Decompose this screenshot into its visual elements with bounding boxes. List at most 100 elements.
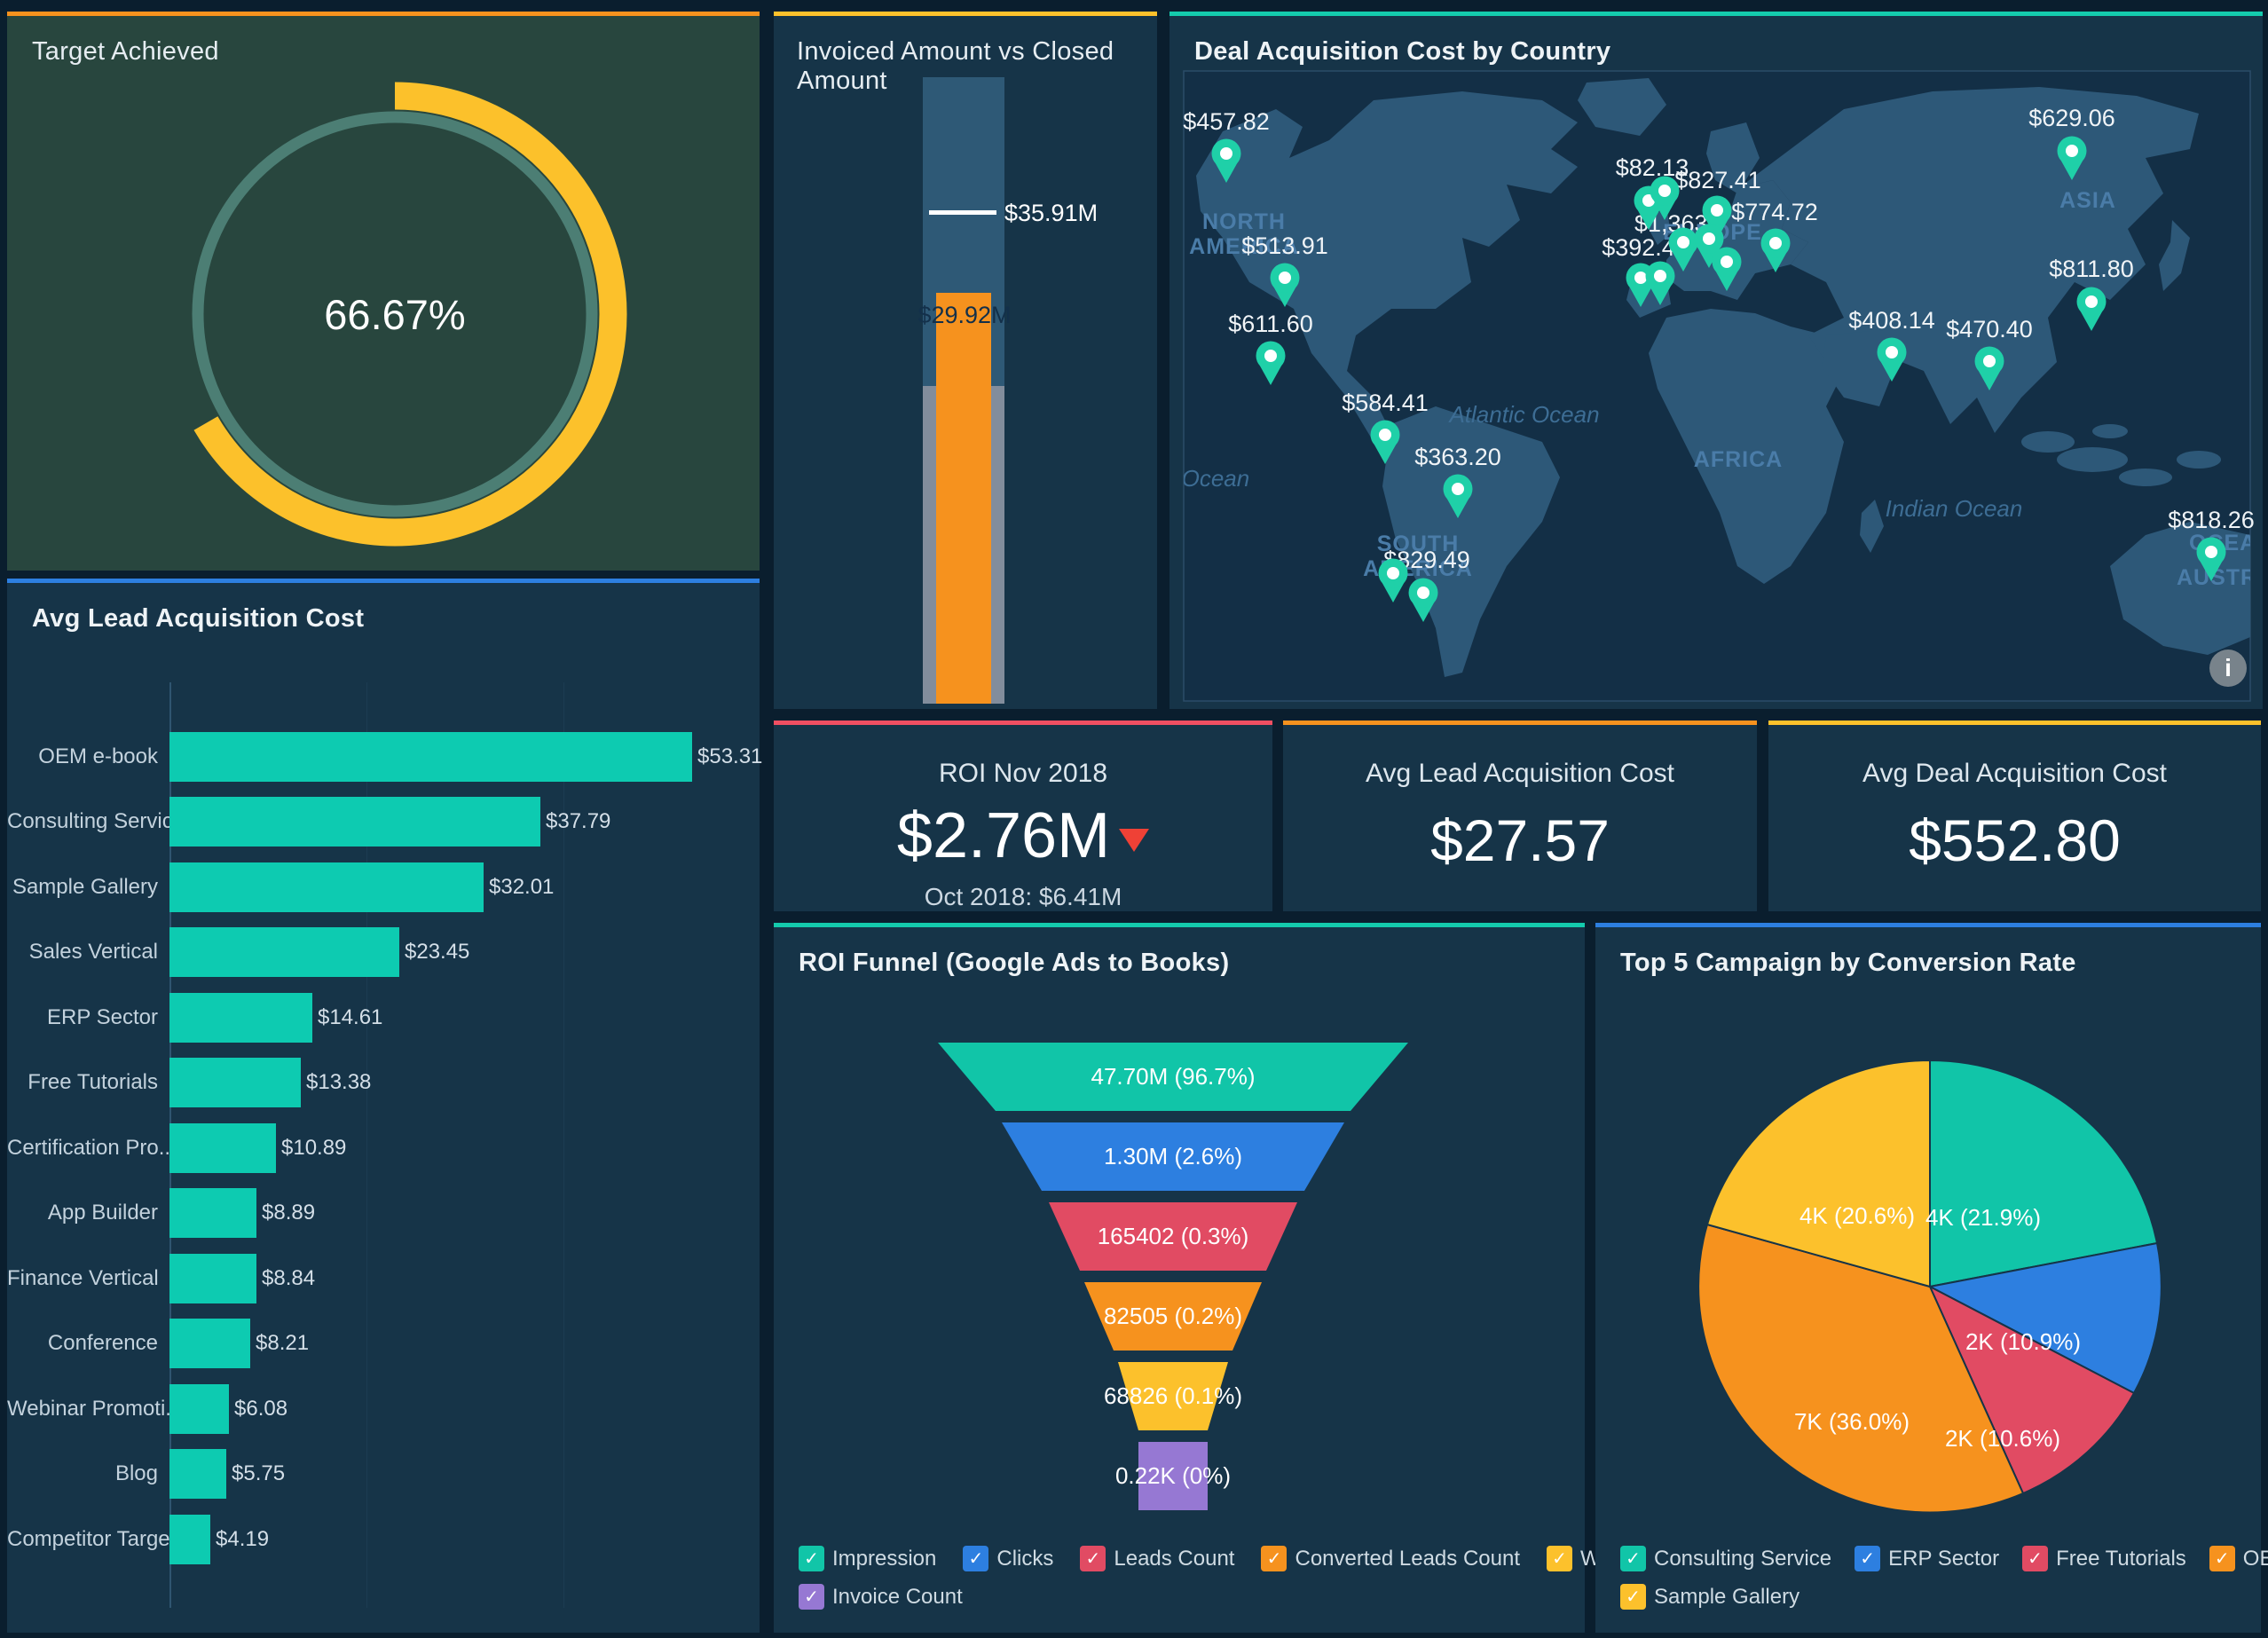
pin-value-label: $513.91 — [1241, 232, 1328, 259]
legend-item[interactable]: OEM e-book — [2209, 1546, 2268, 1571]
legend-item[interactable]: Invoice Count — [799, 1584, 963, 1610]
category-label: Conference — [47, 1331, 158, 1355]
category-label: Certification Pro.. — [7, 1136, 171, 1160]
pie-slice-consulting-service[interactable] — [1929, 1059, 2159, 1288]
pin-value-label: $82.13 — [1616, 154, 1689, 181]
legend-item[interactable]: Impression — [799, 1546, 936, 1571]
pie-slice-label: 4K (20.6%) — [1799, 1202, 1915, 1229]
legend-item[interactable]: Converted Leads Count — [1261, 1546, 1520, 1571]
pie-slice-label: 4K (21.9%) — [1925, 1204, 2041, 1231]
land-south-america — [1382, 406, 1560, 677]
pin-value-label: $408.14 — [1848, 307, 1935, 334]
checkbox-checked-icon — [799, 1584, 824, 1610]
pin-value-label: $457.82 — [1183, 108, 1270, 135]
legend-item[interactable]: Clicks — [963, 1546, 1053, 1571]
land-scandinavia — [1706, 122, 1760, 193]
map-pin[interactable] — [1668, 227, 1698, 272]
bullet-target-line[interactable] — [929, 210, 996, 215]
gauge-value-arc[interactable] — [162, 82, 627, 547]
kpi-title: Avg Lead Acquisition Cost — [1365, 759, 1674, 788]
pie-slice-free-tutorials[interactable] — [1927, 1284, 2136, 1495]
funnel-stage-invoice[interactable] — [1138, 1442, 1208, 1510]
pie-slice-oem-ebook[interactable] — [1697, 1223, 2025, 1514]
map-pin[interactable] — [1974, 346, 2004, 391]
kpi-title: Avg Deal Acquisition Cost — [1862, 759, 2167, 788]
pie-slice-erp-sector[interactable] — [1926, 1241, 2162, 1395]
legend-item[interactable]: Sample Gallery — [1620, 1584, 1799, 1610]
category-label: Competitor Targe.. — [7, 1527, 182, 1551]
legend-item[interactable]: Free Tutorials — [2022, 1546, 2186, 1571]
map-pin[interactable] — [1645, 261, 1675, 306]
map-pin[interactable] — [1877, 337, 1907, 382]
bullet-actual-bar[interactable] — [936, 293, 991, 704]
bar[interactable] — [169, 797, 540, 847]
pin-value-label: $629.06 — [2028, 105, 2115, 131]
map-landmasses — [1196, 78, 2250, 677]
continent-label: AFRICA — [1694, 447, 1783, 472]
value-label: $8.21 — [256, 1331, 310, 1355]
bar[interactable] — [169, 1188, 256, 1238]
bar[interactable] — [169, 927, 399, 977]
checkbox-checked-icon — [963, 1546, 989, 1571]
info-icon[interactable]: i — [2209, 650, 2247, 687]
bar[interactable] — [169, 1123, 276, 1173]
bar[interactable] — [169, 862, 484, 912]
kpi-card-avg-deal-cost: Avg Deal Acquisition Cost $552.80 — [1768, 721, 2261, 911]
map-pin[interactable] — [2196, 537, 2226, 582]
bar-row: Sales Vertical $23.45 — [7, 927, 760, 977]
map-pin[interactable] — [1712, 247, 1742, 292]
bar-row: App Builder $8.89 — [7, 1188, 760, 1238]
pin-value-label: $611.60 — [1228, 311, 1313, 337]
bar[interactable] — [169, 1449, 226, 1499]
map-pin[interactable] — [1408, 578, 1438, 623]
continent-label: AUSTRALIA — [2177, 565, 2263, 590]
bar-row: Free Tutorials $13.38 — [7, 1058, 760, 1107]
ocean-label: Atlantic Ocean — [1447, 401, 1599, 428]
funnel-stage-leads[interactable] — [1049, 1202, 1297, 1271]
category-label: App Builder — [47, 1201, 158, 1225]
category-label: Sample Gallery — [12, 875, 158, 899]
map-pin[interactable] — [1270, 263, 1300, 308]
funnel-stage-impression[interactable] — [938, 1043, 1408, 1111]
funnel-stage-clicks[interactable] — [1002, 1122, 1344, 1191]
map-pin[interactable] — [2076, 287, 2107, 332]
pin-value-label: $827.41 — [1674, 167, 1761, 193]
pie-slice-sample-gallery[interactable] — [1705, 1059, 1931, 1288]
map-pin[interactable] — [1760, 228, 1791, 273]
bar-row: Blog $5.75 — [7, 1449, 760, 1499]
map-pin[interactable] — [1650, 176, 1680, 221]
map-pin[interactable] — [1370, 420, 1400, 465]
funnel-stage-won-deals[interactable] — [1118, 1362, 1228, 1430]
legend-item[interactable]: Leads Count — [1080, 1546, 1234, 1571]
map-pin[interactable] — [1211, 138, 1241, 184]
pie-labels: 4K (21.9%) 2K (10.9%) 2K (10.6%) 7K (36.… — [1794, 1202, 2081, 1452]
map-pin[interactable] — [1443, 474, 1473, 519]
map-pin[interactable] — [1694, 224, 1724, 269]
value-label: $6.08 — [234, 1397, 288, 1421]
map-pin[interactable] — [2057, 136, 2087, 181]
land-madagascar — [1860, 500, 1884, 553]
legend-item[interactable]: Consulting Service — [1620, 1546, 1831, 1571]
panel-invoiced-vs-closed: Invoiced Amount vs Closed Amount $35.91M… — [774, 12, 1157, 709]
category-label: Sales Vertical — [28, 940, 158, 964]
value-label: $5.75 — [232, 1461, 286, 1485]
funnel-stage-converted-leads[interactable] — [1084, 1282, 1262, 1351]
checkbox-checked-icon — [2209, 1546, 2235, 1571]
bar[interactable] — [169, 1319, 250, 1368]
map-pin[interactable] — [1256, 341, 1286, 386]
bar[interactable] — [169, 1058, 301, 1107]
bar[interactable] — [169, 1254, 256, 1303]
bar[interactable] — [169, 993, 312, 1043]
bar-row: Sample Gallery $32.01 — [7, 862, 760, 912]
bar-row: OEM e-book $53.31 — [7, 732, 762, 782]
bar[interactable] — [169, 1515, 210, 1564]
map-pin[interactable] — [1378, 558, 1408, 603]
land-greenland — [1578, 78, 1666, 136]
legend-item[interactable]: ERP Sector — [1855, 1546, 1999, 1571]
category-label: OEM e-book — [38, 744, 158, 768]
bar[interactable] — [169, 1384, 229, 1434]
kpi-value-text: $2.76M — [896, 800, 1111, 871]
pin-value-label: $811.80 — [2049, 256, 2134, 282]
bar[interactable] — [169, 732, 692, 782]
funnel-stage-label: 82505 (0.2%) — [1104, 1303, 1242, 1329]
